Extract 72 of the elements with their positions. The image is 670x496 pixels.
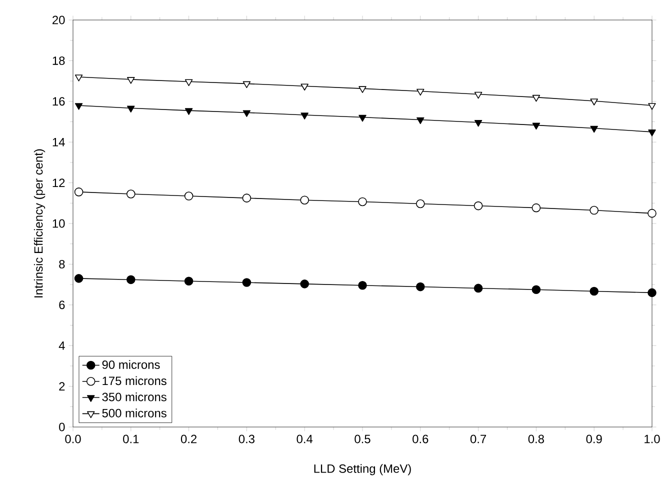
- y-axis-title: Intrinsic Efficiency (per cent): [34, 149, 46, 298]
- point: [127, 106, 135, 113]
- point: [416, 88, 424, 96]
- point: [74, 274, 84, 283]
- point: [358, 114, 366, 122]
- point: [648, 103, 656, 110]
- point: [358, 280, 367, 290]
- y-tick-label: 12: [52, 178, 65, 187]
- x-tick-label: 0.0: [65, 434, 81, 444]
- y-tick-label: 18: [52, 56, 65, 65]
- point: [74, 74, 83, 82]
- point: [474, 284, 483, 293]
- point: [648, 208, 656, 218]
- point: [474, 92, 482, 99]
- point: [300, 112, 308, 120]
- point: [184, 108, 193, 115]
- x-tick-label: 0.5: [354, 434, 370, 444]
- point: [358, 197, 367, 206]
- point: [242, 194, 252, 202]
- point: [242, 81, 251, 88]
- point: [127, 77, 135, 84]
- point: [300, 84, 308, 91]
- point: [126, 275, 136, 284]
- point: [532, 285, 541, 294]
- point: [590, 126, 598, 133]
- legend-label: 90 microns: [102, 360, 160, 369]
- y-tick-label: 10: [52, 219, 65, 228]
- point: [416, 199, 425, 208]
- point: [184, 79, 193, 86]
- y-tick-label: 16: [52, 97, 65, 106]
- point: [474, 120, 482, 127]
- point: [358, 86, 366, 93]
- y-tick-label: 0: [59, 422, 65, 432]
- y-tick-label: 8: [59, 260, 65, 268]
- point: [416, 282, 425, 292]
- point: [74, 103, 83, 110]
- point: [532, 122, 540, 130]
- point: [184, 276, 194, 286]
- point: [648, 288, 656, 298]
- point: [474, 201, 483, 210]
- point: [242, 278, 252, 287]
- x-tick-label: 1.0: [644, 434, 660, 444]
- point: [126, 190, 136, 198]
- y-tick-label: 14: [52, 138, 65, 146]
- legend-label: 350 microns: [102, 392, 166, 402]
- y-tick-label: 6: [59, 300, 65, 310]
- point: [590, 286, 599, 296]
- x-tick-label: 0.6: [412, 434, 428, 444]
- point: [532, 203, 541, 212]
- y-tick-label: 4: [58, 341, 65, 350]
- x-tick-label: 0.2: [180, 434, 197, 444]
- point: [242, 110, 251, 117]
- legend-label: 500 microns: [102, 408, 166, 418]
- x-tick-label: 0.4: [296, 434, 313, 444]
- x-tick-label: 0.7: [470, 434, 486, 444]
- point: [184, 192, 194, 200]
- x-tick-label: 0.8: [528, 434, 544, 444]
- point: [648, 130, 656, 136]
- x-axis-title: LLD Setting (MeV): [314, 464, 411, 476]
- point: [416, 117, 424, 124]
- point: [300, 280, 309, 288]
- point: [590, 206, 599, 215]
- x-tick-label: 0.9: [586, 434, 602, 444]
- point: [590, 98, 598, 106]
- legend-label: 175 microns: [102, 376, 166, 386]
- y-tick-label: 20: [52, 16, 65, 24]
- x-tick-label: 0.3: [238, 434, 254, 444]
- y-tick-label: 2: [59, 382, 65, 390]
- point: [300, 196, 309, 204]
- x-tick-label: 0.1: [123, 434, 139, 444]
- point: [532, 94, 540, 102]
- point: [74, 188, 84, 196]
